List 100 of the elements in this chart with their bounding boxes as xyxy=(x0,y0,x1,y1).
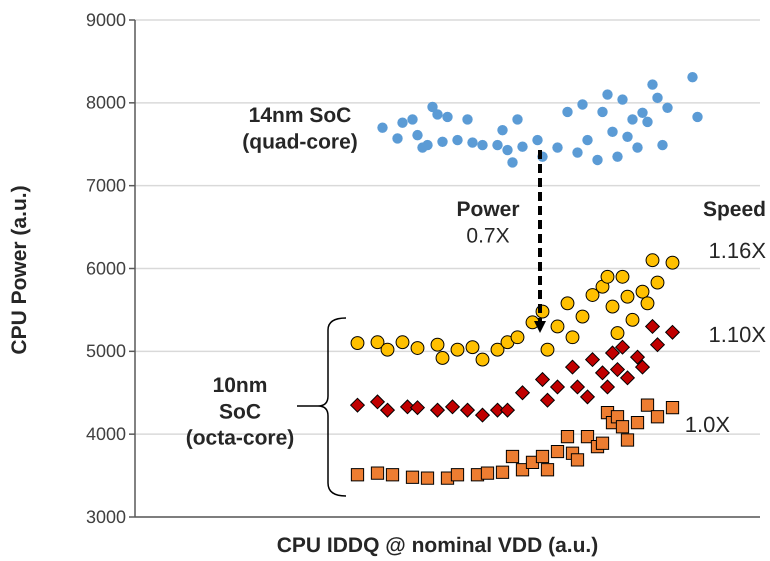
point xyxy=(460,402,475,418)
point xyxy=(687,72,698,82)
point xyxy=(445,399,460,414)
point xyxy=(626,312,640,327)
annotation: 10nm SoC (octa-core) xyxy=(186,374,294,450)
point xyxy=(635,360,650,374)
point xyxy=(620,433,634,447)
point xyxy=(406,470,420,484)
point xyxy=(502,144,513,156)
point xyxy=(540,463,554,476)
point xyxy=(516,463,530,476)
point xyxy=(637,108,648,118)
y-axis-title: CPU Power (a.u.) xyxy=(8,185,31,355)
series-label: 1.16X xyxy=(708,238,766,263)
point xyxy=(610,326,624,340)
point xyxy=(632,142,643,153)
point xyxy=(662,102,673,113)
point xyxy=(585,352,600,367)
point xyxy=(576,310,590,324)
point xyxy=(606,300,620,314)
point xyxy=(570,380,585,394)
point xyxy=(420,471,434,485)
point xyxy=(475,408,490,422)
point xyxy=(490,342,504,357)
point xyxy=(500,335,514,350)
point xyxy=(506,450,520,464)
point xyxy=(562,106,573,118)
point xyxy=(580,390,595,404)
point xyxy=(636,284,650,299)
point xyxy=(450,468,464,482)
point xyxy=(570,453,584,466)
point xyxy=(437,136,448,147)
point xyxy=(597,106,608,118)
point xyxy=(432,109,443,120)
point xyxy=(616,420,630,434)
point xyxy=(622,132,633,142)
point xyxy=(552,142,563,153)
point xyxy=(392,133,403,144)
point xyxy=(512,114,523,125)
point xyxy=(630,350,645,364)
point xyxy=(572,147,583,158)
point xyxy=(560,430,574,444)
point xyxy=(610,362,625,377)
point xyxy=(596,436,610,450)
point xyxy=(515,385,530,400)
point xyxy=(507,157,518,168)
point xyxy=(350,468,364,482)
point xyxy=(565,360,580,374)
point xyxy=(560,296,574,310)
point xyxy=(540,342,554,357)
point xyxy=(350,398,365,413)
point xyxy=(600,380,615,394)
point xyxy=(480,466,494,480)
point xyxy=(605,346,620,360)
point xyxy=(612,151,623,162)
point xyxy=(380,342,394,357)
point xyxy=(450,342,464,357)
point xyxy=(657,140,668,150)
point xyxy=(510,330,524,344)
y-tick-label: 4000 xyxy=(86,424,126,444)
y-tick-label: 5000 xyxy=(86,341,126,362)
point xyxy=(410,400,425,416)
point xyxy=(607,126,618,138)
point xyxy=(620,370,635,386)
point xyxy=(550,444,564,458)
point xyxy=(586,288,600,302)
point xyxy=(427,102,438,112)
point xyxy=(412,130,423,140)
point xyxy=(620,290,634,304)
point xyxy=(652,92,663,104)
point xyxy=(645,319,660,334)
y-tick-label: 7000 xyxy=(86,175,126,196)
point xyxy=(532,134,543,146)
point xyxy=(430,402,445,418)
point xyxy=(550,320,564,334)
point xyxy=(595,366,610,380)
point xyxy=(496,466,510,479)
point xyxy=(436,351,450,365)
annotation: Power 0.7X xyxy=(456,198,520,248)
series-label: 14nm SoC (quad-core) xyxy=(242,104,358,154)
point xyxy=(666,256,680,270)
point xyxy=(536,450,550,464)
point xyxy=(640,398,654,412)
point xyxy=(396,335,410,350)
point xyxy=(580,430,594,444)
point xyxy=(535,372,550,387)
y-tick-label: 6000 xyxy=(86,258,126,278)
point xyxy=(370,335,384,350)
point xyxy=(602,89,613,100)
annotation: Speed xyxy=(702,198,766,221)
point xyxy=(617,94,628,105)
point xyxy=(666,401,680,414)
point xyxy=(476,352,490,367)
point xyxy=(550,380,565,394)
point xyxy=(466,340,480,354)
point xyxy=(370,394,385,410)
point xyxy=(646,253,660,268)
point xyxy=(665,324,680,340)
point xyxy=(377,122,388,133)
point xyxy=(577,99,588,110)
